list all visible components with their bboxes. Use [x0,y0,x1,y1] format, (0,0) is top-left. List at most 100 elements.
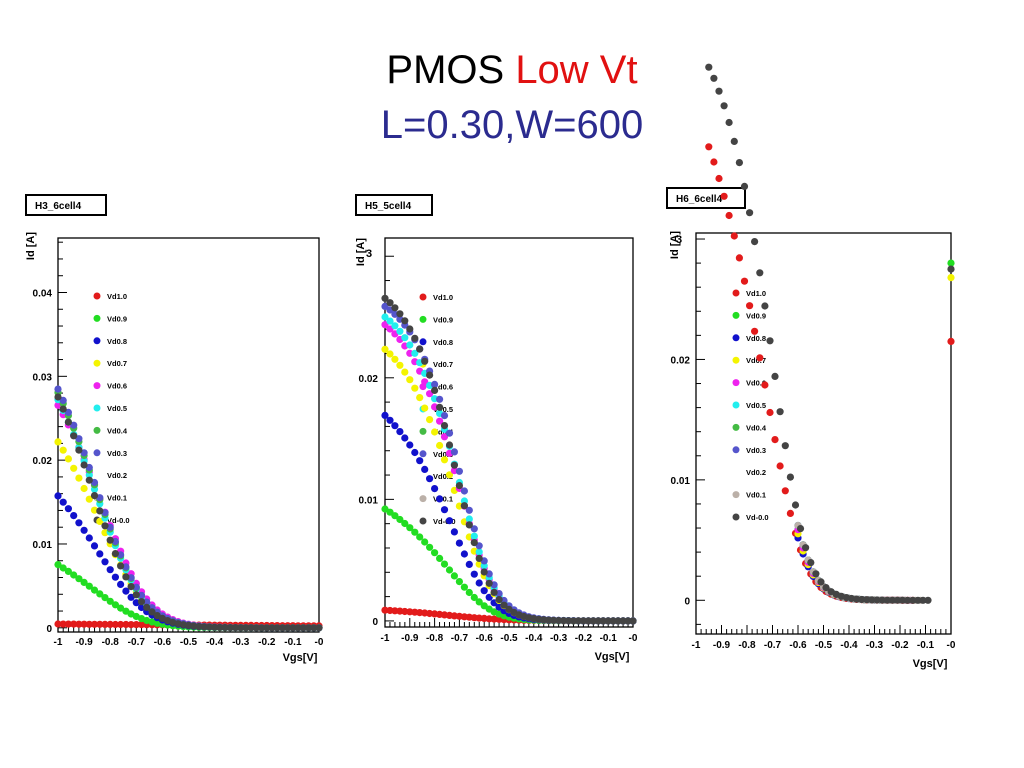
data-point [436,403,444,411]
data-point [455,539,463,547]
legend-marker [732,311,740,319]
legend-entry: Vd1.0 [746,289,766,298]
data-point [381,411,389,419]
series-Vd-0.0 [54,393,323,632]
series-Vd0.8 [381,411,637,625]
legend-entry: Vd0.5 [746,401,766,410]
x-tick-label: -0.6 [154,637,172,648]
data-point [898,596,907,604]
legend-marker [93,359,101,367]
data-point [807,559,815,567]
data-point [70,464,78,472]
page-title: PMOS Low Vt [0,48,1024,92]
data-point [406,524,414,532]
data-point [445,441,454,449]
data-point [812,570,820,578]
legend-marker [93,449,101,457]
data-point [278,624,287,632]
legend-entry: Vd0.7 [433,360,453,369]
data-point [111,601,119,609]
data-point [137,603,146,612]
data-point [436,417,444,425]
legend-marker [732,334,740,342]
data-point [421,465,429,473]
data-point [381,313,389,321]
legend-entry: Vd0.8 [433,338,453,347]
legend-entry: Vd-0.0 [746,513,769,522]
legend-entry: Vd-0.0 [107,516,130,525]
x-tick-label: -0.2 [891,640,909,651]
data-point [878,596,886,604]
y-axis-exponent: 3 [676,234,682,246]
data-point [614,617,622,625]
x-axis-label: Vgs[V] [283,652,318,664]
data-point [883,596,891,604]
data-point [59,498,67,506]
data-point [445,566,454,574]
data-point [391,355,399,363]
legend-entry: Vd0.2 [433,472,453,481]
data-point [111,620,119,629]
data-point [252,624,260,632]
data-point [85,582,93,590]
legend-entry: Vd-0.0 [433,517,456,526]
data-point [127,583,135,591]
chart-label: H5_5cell4 [365,201,412,212]
data-point [781,487,789,495]
data-point [475,598,483,606]
data-point [460,583,468,591]
data-point [450,461,458,469]
y-axis-label: Id [A] [355,238,367,266]
legend-marker [732,446,740,454]
legend-marker [419,338,427,346]
data-point [381,345,389,353]
data-point [746,209,754,217]
series-Vd0.6 [54,401,323,632]
data-point [132,583,140,591]
x-tick-label: -0.4 [206,637,224,648]
data-point [771,436,779,444]
data-point [85,534,93,542]
data-point [396,327,404,335]
data-point [299,624,307,632]
data-point [791,501,800,509]
data-point [70,511,78,520]
legend-marker [93,292,101,300]
data-point [893,596,902,604]
data-point [411,448,419,457]
data-point [75,474,83,482]
series-Vd0.7 [54,438,323,632]
data-point [401,368,409,376]
x-tick-label: -0.6 [476,633,494,644]
data-point [579,617,588,625]
data-point [909,596,917,604]
data-point [914,596,922,604]
data-point [455,578,463,586]
data-point [184,621,193,630]
data-point [122,620,130,629]
data-point [132,621,140,629]
legend-entry: Vd0.5 [107,404,127,413]
data-point [90,586,99,594]
data-point [411,349,419,357]
data-point [574,617,583,625]
data-point [470,593,478,602]
data-point [117,562,125,570]
data-point [470,532,478,540]
data-point [475,579,483,587]
legend-marker [732,289,740,297]
data-point [75,620,83,628]
x-tick-label: -0.1 [600,633,618,644]
data-point [406,441,414,449]
data-point [431,485,439,493]
data-point [205,623,213,631]
legend-entry: Vd1.0 [433,293,453,302]
data-point [96,590,104,598]
data-point [589,617,597,625]
data-point [740,182,749,190]
data-point [445,517,454,525]
data-point [90,492,99,500]
chart-label: H3_6cell4 [35,201,82,212]
data-point [416,457,424,465]
y-tick-label: 0.03 [33,372,53,383]
